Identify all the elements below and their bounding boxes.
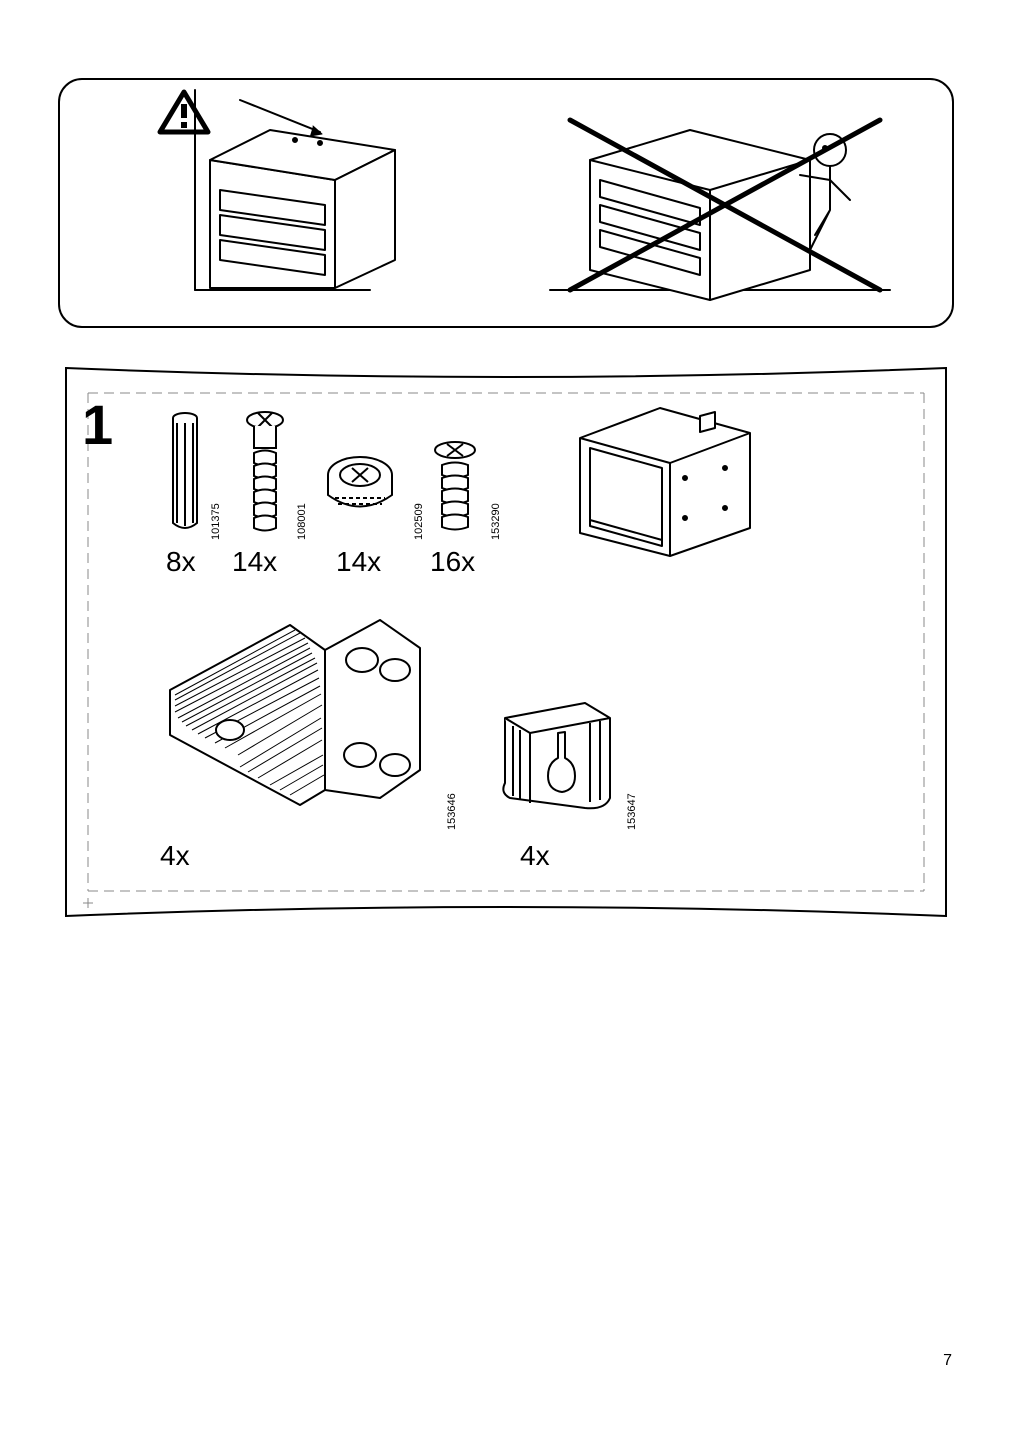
cam-lock-icon: [320, 450, 400, 530]
part-qty: 14x: [336, 546, 381, 578]
part-code: 153290: [490, 503, 502, 540]
do-not-climb-illustration: [530, 90, 910, 310]
part-code: 108001: [296, 503, 308, 540]
part-code: 153646: [446, 793, 458, 830]
step-number: 1: [82, 392, 113, 457]
corner-bracket-icon: [150, 600, 440, 820]
dowel-icon: [165, 408, 205, 538]
cam-bolt-icon: [240, 408, 290, 538]
warning-panel: [58, 78, 954, 328]
part-qty: 16x: [430, 546, 475, 578]
part-code: 101375: [210, 503, 222, 540]
page-number: 7: [943, 1352, 952, 1370]
tipping-dresser-illustration: [170, 80, 460, 310]
part-code: 102509: [413, 503, 425, 540]
cabinet-frame-illustration: [560, 398, 770, 558]
part-qty: 4x: [160, 840, 190, 872]
hanging-bracket-icon: [490, 698, 620, 818]
part-qty: 8x: [166, 546, 196, 578]
part-qty: 14x: [232, 546, 277, 578]
screw-icon: [430, 440, 480, 540]
part-qty: 4x: [520, 840, 550, 872]
part-code: 153647: [626, 793, 638, 830]
